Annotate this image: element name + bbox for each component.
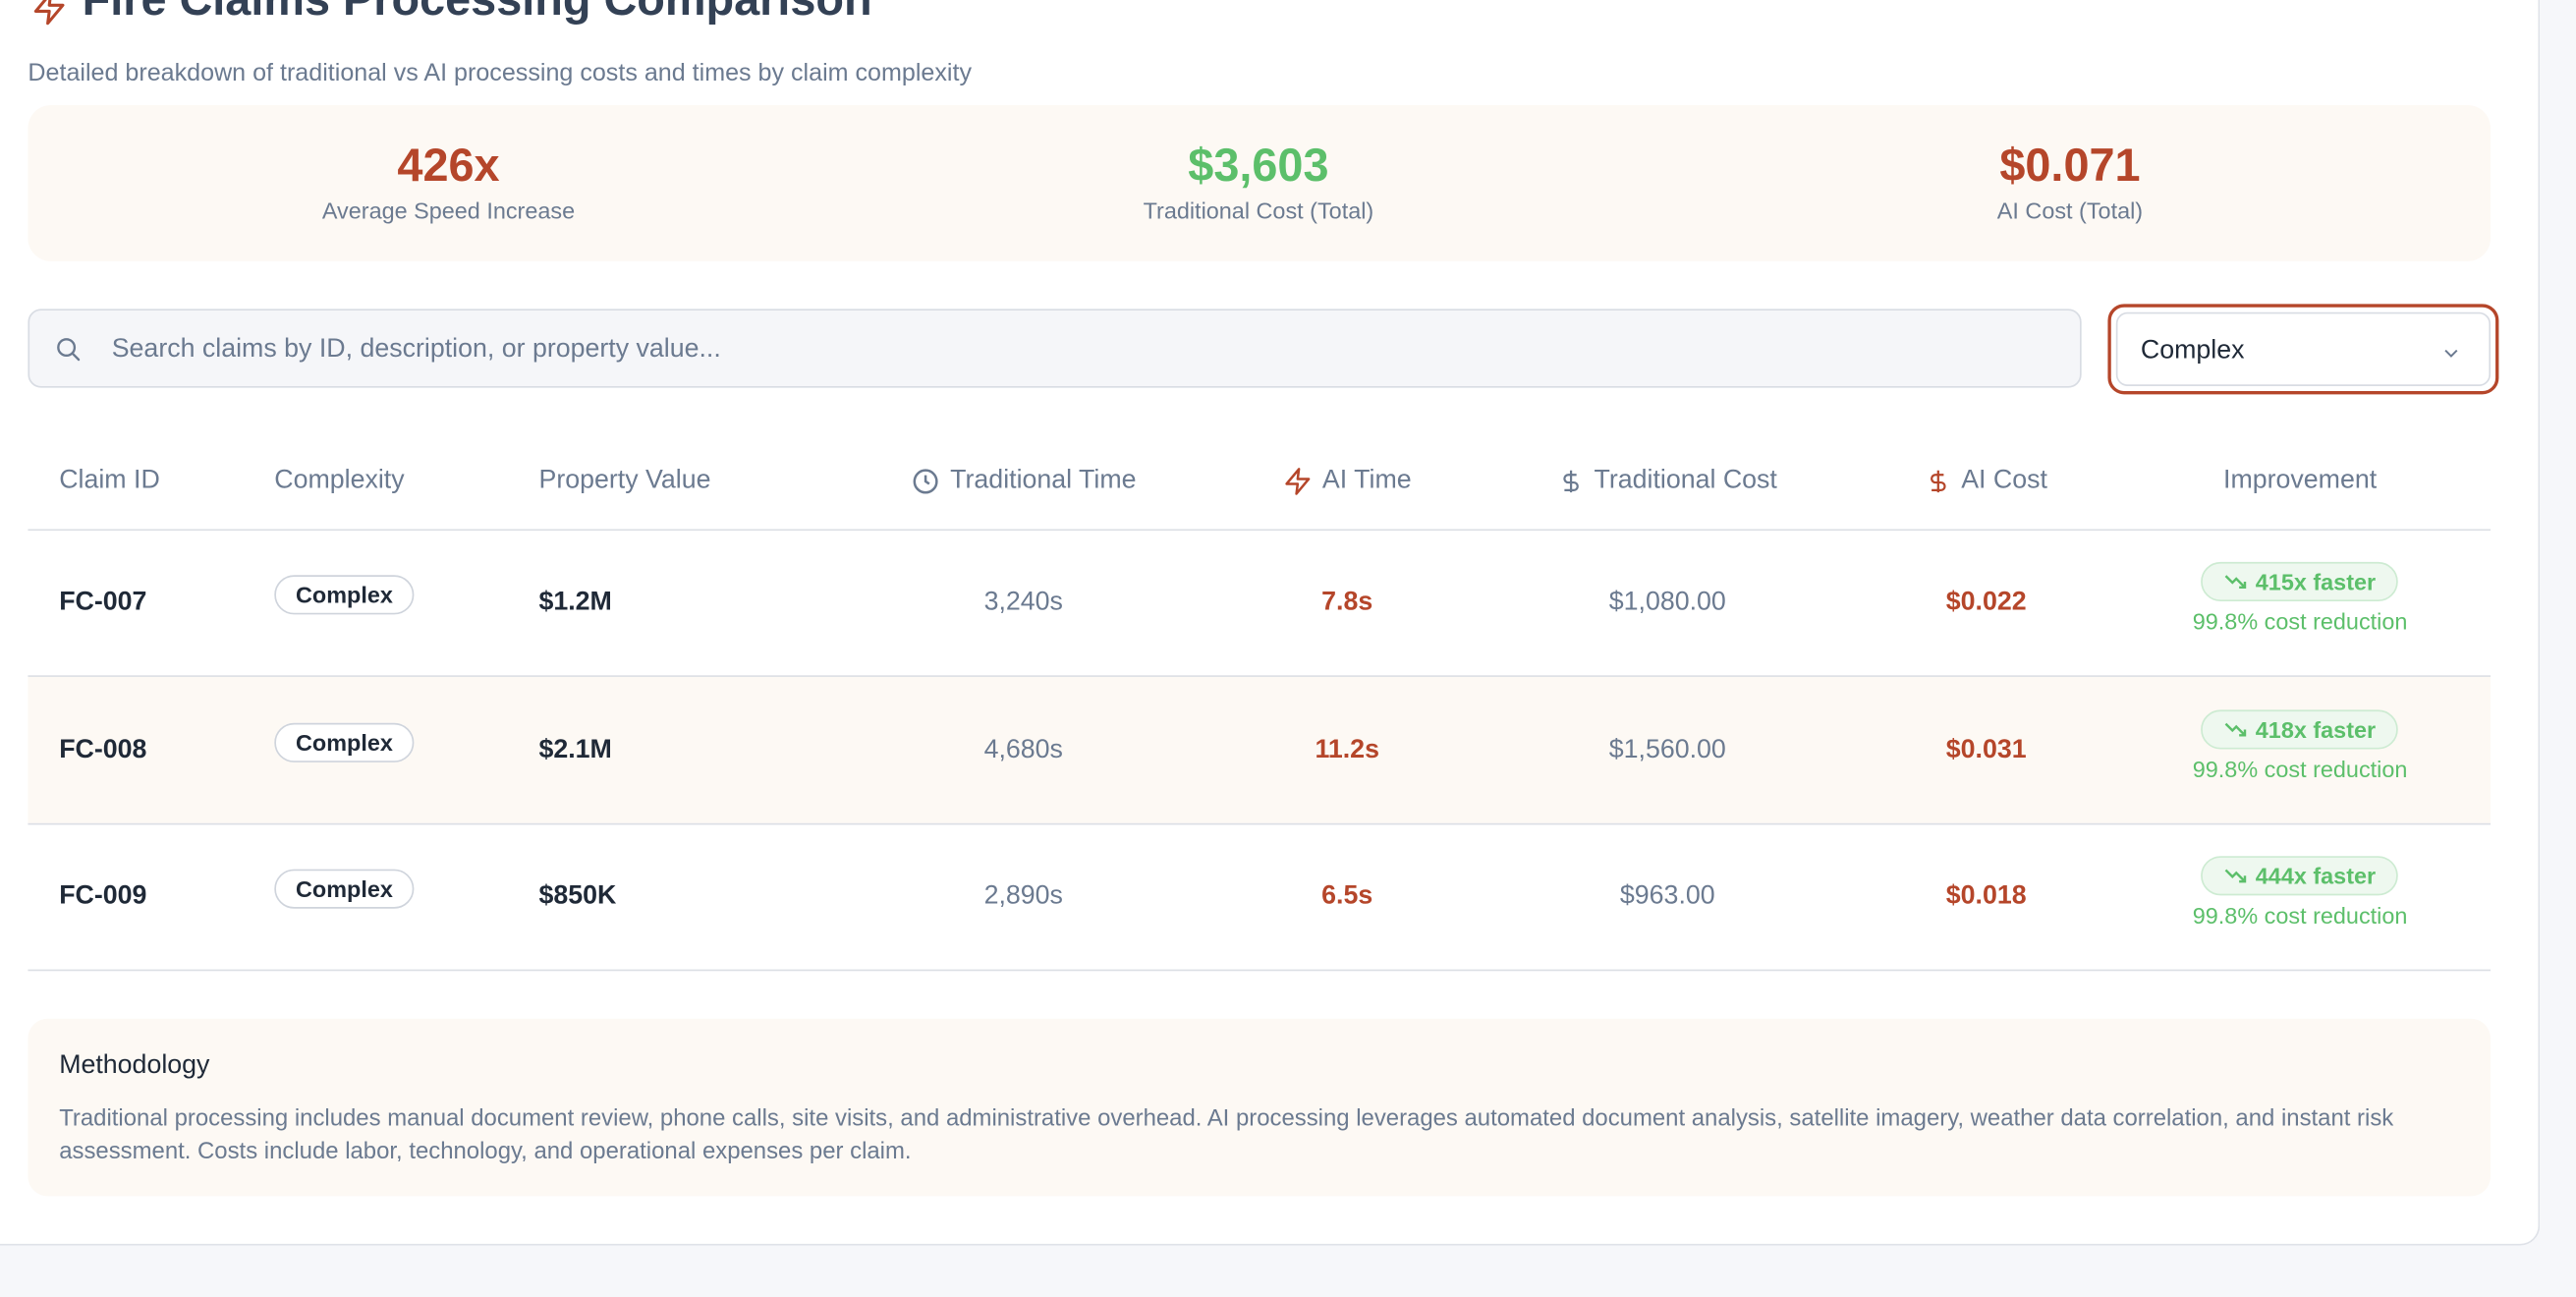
claim-id: FC-007: [59, 588, 147, 617]
property-value: $850K: [538, 881, 617, 911]
traditional-time: 2,890s: [983, 881, 1063, 911]
traditional-time: 3,240s: [983, 588, 1063, 617]
property-value: $1.2M: [538, 588, 612, 617]
traditional-cost: $1,560.00: [1608, 735, 1726, 763]
header-improvement[interactable]: Improvement: [2223, 466, 2378, 495]
lightning-icon: [33, 0, 65, 26]
dollar-icon: [1563, 470, 1579, 493]
header-ai-cost[interactable]: AI Cost: [1925, 467, 2047, 496]
ai-cost: $0.018: [1945, 881, 2027, 911]
claim-id: FC-008: [59, 735, 147, 763]
search-icon: [57, 338, 81, 362]
improvement: 418x faster 99.8% cost reduction: [2192, 708, 2408, 782]
dollar-icon: [1931, 470, 1946, 493]
summary-stats: 426x Average Speed Increase $3,603 Tradi…: [28, 105, 2492, 261]
complexity-filter-select[interactable]: Complex: [2107, 304, 2499, 395]
traditional-cost: $963.00: [1619, 881, 1715, 911]
trending-down-icon: [2225, 721, 2247, 736]
lightning-icon: [1285, 468, 1311, 495]
header-traditional-time[interactable]: Traditional Time: [911, 467, 1137, 496]
claim-id: FC-009: [59, 881, 147, 911]
ai-time: 7.8s: [1321, 588, 1373, 617]
trending-down-icon: [2225, 869, 2247, 883]
property-value: $2.1M: [538, 735, 612, 763]
improvement: 444x faster 99.8% cost reduction: [2192, 856, 2408, 929]
header-traditional-cost[interactable]: Traditional Cost: [1558, 467, 1777, 496]
search-input[interactable]: [108, 310, 2054, 390]
page-title: Fire Claims Processing Comparison: [83, 0, 872, 27]
methodology-text: Traditional processing includes manual d…: [59, 1105, 2394, 1164]
search-box[interactable]: [28, 309, 2082, 390]
speed-badge: 415x faster: [2201, 561, 2399, 602]
methodology-title: Methodology: [59, 1051, 210, 1080]
cost-reduction: 99.8% cost reduction: [2192, 607, 2408, 635]
table-row[interactable]: [28, 676, 2492, 822]
row-divider: [28, 821, 2492, 824]
complexity-badge: Complex: [274, 575, 415, 615]
header-complexity[interactable]: Complexity: [274, 466, 405, 495]
ai-time: 6.5s: [1321, 881, 1373, 911]
ai-cost: $0.031: [1945, 735, 2027, 763]
ai-time: 11.2s: [1315, 735, 1379, 763]
chevron-down-icon: [2444, 349, 2458, 358]
stat-traditional-cost: $3,603 Traditional Cost (Total): [1143, 140, 1374, 224]
row-divider: [28, 969, 2492, 972]
stat-ai-cost: $0.071 AI Cost (Total): [1996, 140, 2144, 224]
improvement: 415x faster 99.8% cost reduction: [2192, 561, 2408, 635]
speed-badge: 444x faster: [2201, 856, 2399, 896]
speed-badge: 418x faster: [2201, 708, 2399, 749]
trending-down-icon: [2225, 575, 2247, 590]
header-claim-id[interactable]: Claim ID: [59, 466, 160, 495]
ai-cost: $0.022: [1945, 588, 2027, 617]
methodology-box: Methodology Traditional processing inclu…: [28, 1018, 2492, 1197]
cost-reduction: 99.8% cost reduction: [2192, 755, 2408, 782]
header-property-value[interactable]: Property Value: [538, 466, 711, 495]
divider: [28, 529, 2492, 532]
traditional-time: 4,680s: [983, 735, 1063, 763]
complexity-badge: Complex: [274, 869, 415, 909]
header-ai-time[interactable]: AI Time: [1283, 467, 1412, 496]
complexity-badge: Complex: [274, 721, 415, 762]
clock-icon: [913, 469, 938, 494]
cost-reduction: 99.8% cost reduction: [2192, 902, 2408, 929]
select-value: Complex: [2140, 336, 2245, 366]
stat-speed: 426x Average Speed Increase: [321, 140, 576, 224]
traditional-cost: $1,080.00: [1608, 588, 1726, 617]
page-subtitle: Detailed breakdown of traditional vs AI …: [28, 59, 973, 87]
